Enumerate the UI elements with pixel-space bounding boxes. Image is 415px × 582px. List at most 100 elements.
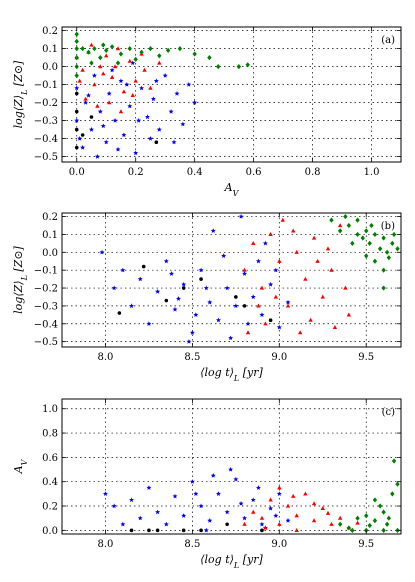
data-point xyxy=(238,500,244,506)
y-tick-label: 0.4 xyxy=(42,477,58,488)
data-point xyxy=(127,46,132,52)
data-point xyxy=(98,55,103,61)
data-point xyxy=(111,503,117,509)
data-point xyxy=(74,31,79,37)
data-point xyxy=(381,235,386,241)
x-tick-label: 8.5 xyxy=(184,539,200,550)
data-point xyxy=(168,109,174,114)
data-point xyxy=(372,258,378,264)
data-point xyxy=(268,281,274,287)
data-point xyxy=(115,146,121,152)
data-point xyxy=(263,321,268,326)
data-point xyxy=(142,67,147,72)
data-point xyxy=(391,231,397,238)
data-point xyxy=(250,294,256,300)
data-point xyxy=(112,118,118,123)
data-point xyxy=(285,299,291,305)
data-point xyxy=(150,96,156,102)
data-point xyxy=(242,515,248,521)
series-2 xyxy=(74,31,250,79)
data-point xyxy=(171,139,177,145)
data-point xyxy=(280,217,285,222)
x-tick-label: 0.8 xyxy=(305,167,321,178)
plot-frame xyxy=(61,26,402,163)
data-point xyxy=(198,267,204,273)
data-point xyxy=(381,527,386,533)
data-point xyxy=(115,60,121,66)
data-point xyxy=(157,60,162,65)
data-point xyxy=(181,528,186,533)
data-point xyxy=(233,303,239,309)
x-tick-label: 0.0 xyxy=(69,167,85,178)
data-point xyxy=(277,485,282,490)
data-point xyxy=(163,258,169,264)
data-point xyxy=(207,55,212,61)
data-point xyxy=(120,267,126,273)
data-point xyxy=(276,491,282,496)
data-point xyxy=(95,103,100,108)
data-point xyxy=(199,528,203,533)
data-point xyxy=(181,513,187,518)
data-point xyxy=(228,466,234,472)
data-point xyxy=(74,145,79,150)
data-point xyxy=(294,249,299,254)
data-point xyxy=(325,246,331,251)
data-point xyxy=(130,60,136,66)
data-point xyxy=(381,267,386,273)
data-point xyxy=(156,127,162,132)
data-point xyxy=(129,528,134,533)
data-point xyxy=(337,521,343,527)
y-axis-label: log⟨Z⟩L [Z⊙] xyxy=(12,60,29,128)
data-point xyxy=(80,67,85,72)
data-point xyxy=(268,318,273,323)
data-point xyxy=(162,73,168,78)
data-point xyxy=(189,479,195,484)
y-tick-label: 0.6 xyxy=(42,453,58,464)
data-point xyxy=(147,136,153,141)
data-point xyxy=(118,51,124,57)
data-point xyxy=(136,118,142,123)
data-point xyxy=(92,46,97,52)
data-point xyxy=(367,240,372,246)
y-tick-label: 0.1 xyxy=(42,44,58,55)
data-point xyxy=(238,213,244,219)
data-point xyxy=(124,82,130,87)
x-tick-label: 0.2 xyxy=(128,167,144,178)
data-point xyxy=(343,285,348,290)
data-point xyxy=(242,271,248,276)
data-point xyxy=(215,317,221,323)
data-point xyxy=(117,311,122,315)
data-point xyxy=(320,506,325,511)
data-point xyxy=(203,527,209,533)
data-point xyxy=(245,321,251,326)
data-point xyxy=(242,521,247,526)
data-point xyxy=(355,217,360,223)
data-point xyxy=(377,503,383,509)
x-axis-label: AV xyxy=(224,181,240,198)
data-point xyxy=(74,85,80,91)
series-3 xyxy=(117,264,273,323)
data-point xyxy=(189,330,195,335)
data-point xyxy=(268,505,274,511)
data-point xyxy=(118,78,124,84)
data-point xyxy=(250,497,256,503)
data-point xyxy=(367,522,372,529)
data-point xyxy=(256,303,261,308)
data-point xyxy=(192,100,198,105)
data-point xyxy=(121,132,127,138)
data-point xyxy=(106,91,112,96)
data-point xyxy=(297,330,303,335)
y-tick-label: −0.3 xyxy=(34,116,58,127)
data-point xyxy=(104,53,109,58)
data-point xyxy=(303,491,308,496)
data-point xyxy=(89,60,94,66)
data-point xyxy=(89,42,94,47)
data-point xyxy=(186,339,192,344)
data-point xyxy=(97,109,103,114)
data-point xyxy=(276,324,282,330)
data-point xyxy=(172,493,178,499)
x-tick-label: 1.0 xyxy=(364,167,380,178)
panel-c: 8.0 8.5 9.0 9.5 0.0 0.2 0.4 0.6 0.8 1.0 (c) ⟨log t⟩… xyxy=(12,398,402,570)
data-point xyxy=(294,527,299,532)
data-point xyxy=(346,312,352,317)
